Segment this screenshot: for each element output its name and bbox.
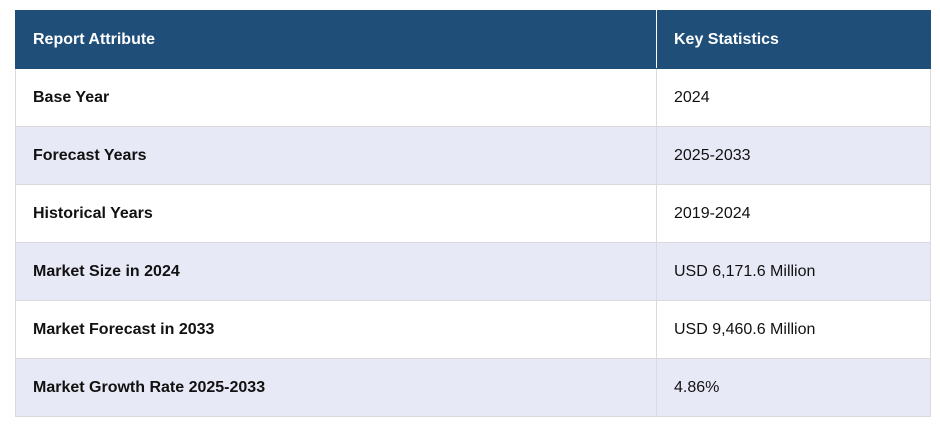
header-cell: Key Statistics: [656, 10, 931, 69]
attribute-cell: Forecast Years: [15, 126, 657, 185]
value-cell: 2025-2033: [656, 126, 931, 185]
header-cell: Report Attribute: [15, 10, 657, 69]
attribute-cell: Market Growth Rate 2025-2033: [15, 358, 657, 417]
value-cell: 2019-2024: [656, 184, 931, 243]
table-row: Historical Years 2019-2024: [15, 184, 931, 243]
value-cell: 4.86%: [656, 358, 931, 417]
table-header: Report Attribute Key Statistics: [15, 10, 931, 69]
table-row: Market Growth Rate 2025-2033 4.86%: [15, 358, 931, 417]
attribute-cell: Market Size in 2024: [15, 242, 657, 301]
table-row: Forecast Years 2025-2033: [15, 126, 931, 185]
value-cell: USD 6,171.6 Million: [656, 242, 931, 301]
attribute-cell: Base Year: [15, 68, 657, 127]
attribute-cell: Historical Years: [15, 184, 657, 243]
table-row: Market Forecast in 2033 USD 9,460.6 Milli…: [15, 300, 931, 359]
stats-table: Report Attribute Key Statistics Base Yea…: [15, 10, 931, 417]
value-cell: 2024: [656, 68, 931, 127]
header-row: Report Attribute Key Statistics: [15, 10, 931, 69]
table-row: Base Year 2024: [15, 68, 931, 127]
table-row: Market Size in 2024 USD 6,171.6 Million: [15, 242, 931, 301]
attribute-cell: Market Forecast in 2033: [15, 300, 657, 359]
value-cell: USD 9,460.6 Million: [656, 300, 931, 359]
table-body: Base Year 2024 Forecast Years 2025-2033 Hist…: [15, 68, 931, 417]
